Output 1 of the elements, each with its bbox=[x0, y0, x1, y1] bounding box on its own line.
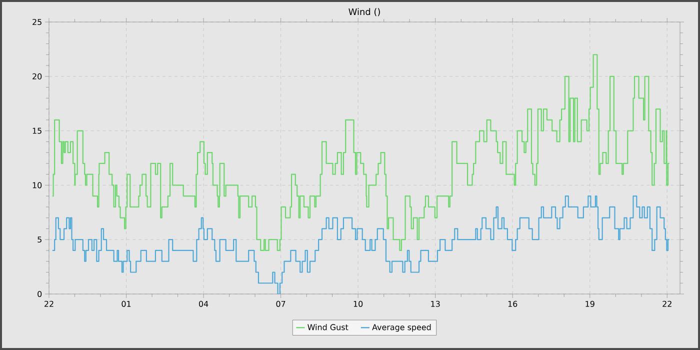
chart-title: Wind () bbox=[348, 8, 380, 16]
